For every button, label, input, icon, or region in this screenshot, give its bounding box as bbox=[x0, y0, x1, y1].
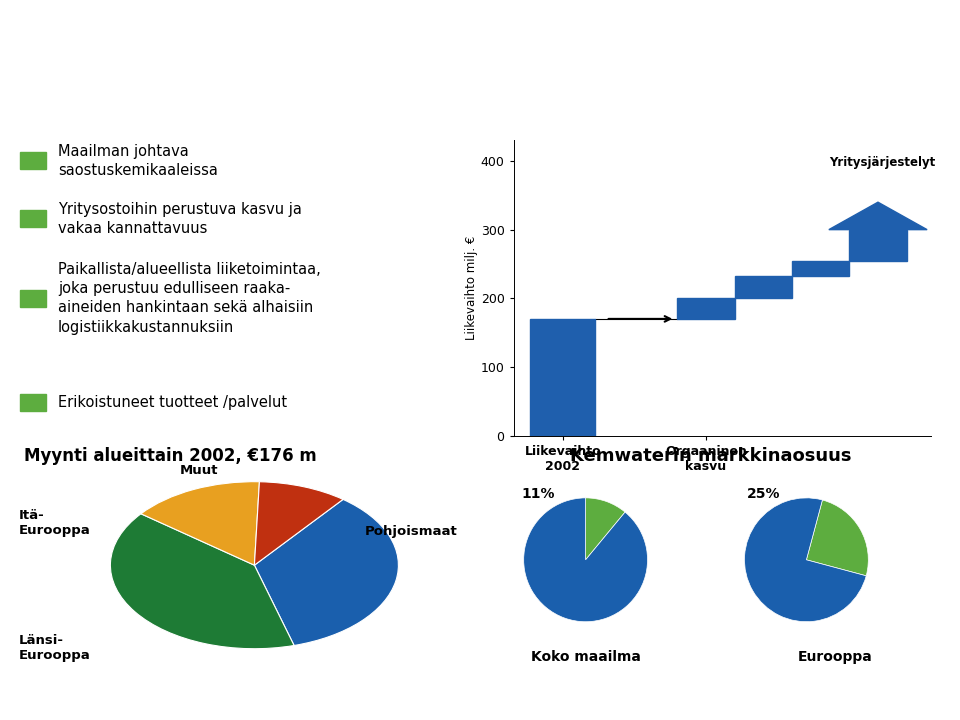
Wedge shape bbox=[806, 500, 868, 576]
Bar bbox=[850, 230, 906, 261]
Text: Kemwaterin markkinaosuus: Kemwaterin markkinaosuus bbox=[569, 446, 852, 465]
Text: Koko maailma: Koko maailma bbox=[531, 649, 641, 664]
Text: Paikallista/alueellista liiketoimintaa,
joka perustuu edulliseen raaka-
aineiden: Paikallista/alueellista liiketoimintaa, … bbox=[58, 262, 321, 335]
Text: Itä-
Eurooppa: Itä- Eurooppa bbox=[19, 509, 91, 536]
Text: 25%: 25% bbox=[747, 487, 780, 500]
Wedge shape bbox=[745, 498, 866, 621]
Text: – kasvupotentiaalia: – kasvupotentiaalia bbox=[220, 27, 471, 46]
Bar bbox=[19, 394, 46, 410]
Polygon shape bbox=[828, 202, 927, 230]
Text: Eurooppa: Eurooppa bbox=[798, 649, 873, 664]
Text: Maailman johtava
saostuskemikaaleissa: Maailman johtava saostuskemikaaleissa bbox=[58, 143, 218, 178]
Wedge shape bbox=[141, 482, 259, 565]
Text: Muut: Muut bbox=[180, 464, 218, 477]
Y-axis label: Liikevaihto milj. €: Liikevaihto milj. € bbox=[465, 236, 478, 340]
Bar bbox=[530, 319, 595, 436]
Bar bbox=[734, 276, 792, 298]
Bar bbox=[19, 152, 46, 169]
Bar bbox=[19, 210, 46, 227]
Wedge shape bbox=[254, 500, 398, 646]
Text: Erikoistuneet tuotteet /palvelut: Erikoistuneet tuotteet /palvelut bbox=[58, 395, 287, 410]
Wedge shape bbox=[254, 482, 343, 565]
Text: Pohjoismaat: Pohjoismaat bbox=[365, 525, 457, 538]
Text: 11%: 11% bbox=[521, 487, 555, 500]
Text: Länsi-
Eurooppa: Länsi- Eurooppa bbox=[19, 634, 91, 662]
Text: Myynti alueittain 2002, €176 m: Myynti alueittain 2002, €176 m bbox=[24, 446, 317, 465]
Text: kemiallisessa vedenpuhdistuksessa: kemiallisessa vedenpuhdistuksessa bbox=[23, 87, 444, 107]
Text: Yritysjärjestelyt: Yritysjärjestelyt bbox=[828, 156, 935, 168]
Bar bbox=[19, 289, 46, 307]
Wedge shape bbox=[524, 498, 647, 622]
Text: Kemwater: Kemwater bbox=[23, 15, 260, 58]
Bar bbox=[792, 261, 850, 276]
Text: 7: 7 bbox=[21, 685, 34, 703]
Wedge shape bbox=[586, 498, 625, 560]
Text: Yritysostoihin perustuva kasvu ja
vakaa kannattavuus: Yritysostoihin perustuva kasvu ja vakaa … bbox=[58, 202, 302, 236]
Text: kemira: kemira bbox=[826, 680, 944, 708]
Wedge shape bbox=[110, 514, 294, 649]
Bar bbox=[678, 298, 734, 319]
